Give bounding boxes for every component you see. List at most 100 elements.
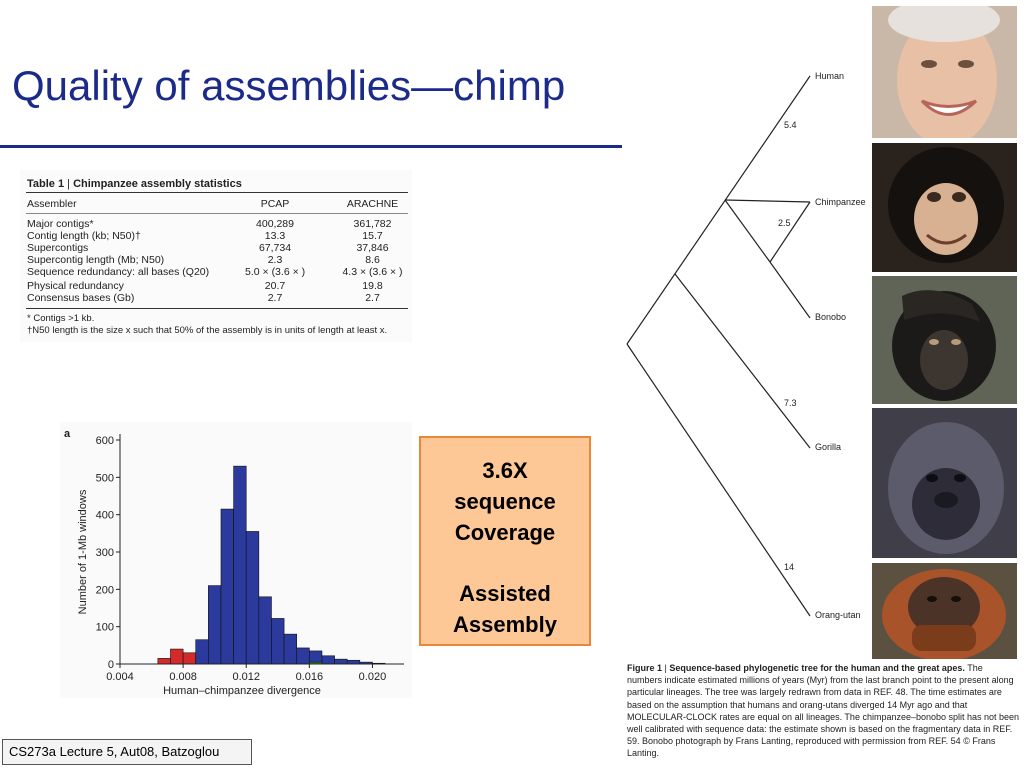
histogram-bars — [157, 465, 386, 665]
callout-line: Coverage — [454, 520, 556, 545]
gorilla-photo — [872, 408, 1017, 558]
table-cell: 400,289 — [256, 218, 294, 230]
figure-caption: Figure 1 | Sequence-based phylogenetic t… — [627, 663, 1020, 759]
branch-label: 2.5 — [778, 218, 791, 228]
table-cell: 2.3 — [267, 254, 283, 266]
x-tick-label: 0.016 — [296, 671, 324, 683]
table-footnote: * Contigs >1 kb. — [27, 313, 95, 324]
x-tick-label: 0.004 — [106, 671, 134, 683]
histogram-axes: 0 100 200 300 400 500 600 0.004 0.008 0.012 0.016 0… — [96, 434, 404, 683]
histogram-chart: a 0 100 200 300 400 500 600 0.004 0.008 0.012 0.01… — [64, 428, 404, 697]
branch-gorilla — [674, 273, 811, 449]
branch-chimpanzee — [769, 201, 811, 263]
callout-line: Assisted — [459, 581, 551, 606]
leaf-bonobo: Bonobo — [815, 312, 846, 322]
table-header-pcap: PCAP — [260, 198, 290, 210]
y-tick-label: 500 — [96, 472, 114, 484]
histogram-bar-blue — [245, 531, 260, 665]
x-tick-label: 0.008 — [169, 671, 197, 683]
table-cell: 19.8 — [362, 280, 383, 292]
histogram-bar-blue — [208, 585, 222, 665]
y-tick-label: 200 — [96, 584, 114, 596]
table-cell: 15.7 — [362, 230, 383, 242]
histogram-bar-red — [157, 658, 171, 665]
histogram-bar-blue — [258, 596, 272, 665]
table-cell: Physical redundancy — [27, 280, 124, 292]
table-cell: Supercontig length (Mb; N50) — [27, 254, 165, 266]
table-cell: 8.6 — [365, 254, 380, 266]
histogram-bar-blue — [283, 633, 298, 665]
panel-label: a — [64, 428, 71, 440]
branch-orangutan — [626, 343, 811, 617]
table-cell: 37,846 — [356, 242, 389, 254]
table-label: Table 1 — [27, 178, 65, 190]
table-rule-top — [26, 192, 408, 193]
phylogenetic-tree: Human Chimpanzee Bonobo Gorilla Orang-ut… — [626, 71, 866, 620]
assembly-stats-table: Table 1 | Chimpanzee assembly statistics… — [20, 170, 412, 342]
y-tick-label: 600 — [96, 435, 114, 447]
table-header-arachne: ARACHNE — [346, 198, 399, 210]
table-rule-bottom — [26, 308, 408, 309]
branch-label: 14 — [784, 562, 794, 572]
y-tick-label: 400 — [96, 510, 114, 522]
y-tick-label: 300 — [96, 547, 114, 559]
histogram-bar-blue — [321, 655, 335, 665]
human-photo — [872, 6, 1017, 138]
slide-footer: CS273a Lecture 5, Aut08, Batzoglou — [2, 739, 252, 765]
table-caption: Table 1 | Chimpanzee assembly statistics — [27, 178, 242, 190]
table-cell: Supercontigs — [27, 242, 89, 254]
leaf-orangutan: Orang-utan — [815, 610, 861, 620]
histogram-bar-blue — [220, 508, 234, 665]
histogram-bar-blue — [195, 639, 209, 665]
leaf-human: Human — [815, 71, 844, 81]
coverage-callout: 3.6X sequence Coverage Assisted Assembly — [419, 436, 591, 646]
figure-label: Figure 1 — [627, 663, 663, 673]
table-cell: 67,734 — [258, 242, 292, 254]
title-divider — [0, 145, 622, 148]
table-footnote: †N50 length is the size x such that 50% … — [27, 325, 388, 336]
table-cell: Major contigs* — [27, 218, 94, 230]
callout-line: sequence — [454, 489, 556, 514]
branch-pan-stem — [724, 199, 771, 263]
leaf-gorilla: Gorilla — [815, 442, 841, 452]
divergence-histogram: a 0 100 200 300 400 500 600 0.004 0.008 0.012 0.01… — [60, 422, 412, 698]
chimpanzee-photo — [872, 143, 1017, 272]
histogram-bar-blue — [334, 658, 348, 665]
figure-title: Sequence-based phylogenetic tree for the… — [669, 663, 965, 673]
callout-line: Assembly — [453, 612, 557, 637]
table-cell: 4.3 × (3.6 × ) — [342, 266, 403, 278]
histogram-bar-red — [170, 648, 184, 665]
histogram-bar-blue — [271, 618, 285, 665]
y-tick-label: 0 — [108, 659, 114, 671]
x-tick-label: 0.012 — [232, 671, 260, 683]
branch-chimpanzee-stem — [724, 199, 811, 203]
table-cell: 20.7 — [264, 280, 286, 292]
table-cell: 2.7 — [267, 292, 283, 304]
callout-spacer — [421, 548, 589, 578]
histogram-bar-blue — [233, 465, 247, 665]
orangutan-photo — [872, 563, 1017, 659]
branch-label: 7.3 — [784, 398, 797, 408]
x-axis-label: Human–chimpanzee divergence — [163, 685, 321, 697]
slide-title: Quality of assemblies—chimp — [12, 62, 566, 109]
table-cell: 361,782 — [353, 218, 392, 230]
y-axis-label: Number of 1-Mb windows — [77, 489, 89, 614]
table-rule-header — [26, 213, 408, 214]
x-tick-label: 0.020 — [359, 671, 387, 683]
table-cell: 5.0 × (3.6 × ) — [245, 266, 306, 278]
bonobo-photo — [872, 276, 1017, 404]
table-cell: Consensus bases (Gb) — [27, 292, 135, 304]
table-cell: 2.7 — [365, 292, 380, 304]
tree-branches — [626, 75, 811, 617]
branch-label: 5.4 — [784, 120, 797, 130]
histogram-bar-blue — [296, 647, 310, 665]
figure-body: The numbers indicate estimated millions … — [627, 663, 1020, 759]
table-title: Chimpanzee assembly statistics — [73, 178, 242, 190]
histogram-bar-blue — [346, 659, 361, 665]
leaf-chimpanzee: Chimpanzee — [815, 197, 866, 207]
histogram-bar-red — [182, 652, 197, 665]
table-header-assembler: Assembler — [27, 198, 77, 210]
y-tick-label: 100 — [96, 622, 114, 634]
branch-human — [626, 75, 811, 345]
table-cell: Sequence redundancy: all bases (Q20) — [27, 266, 210, 278]
